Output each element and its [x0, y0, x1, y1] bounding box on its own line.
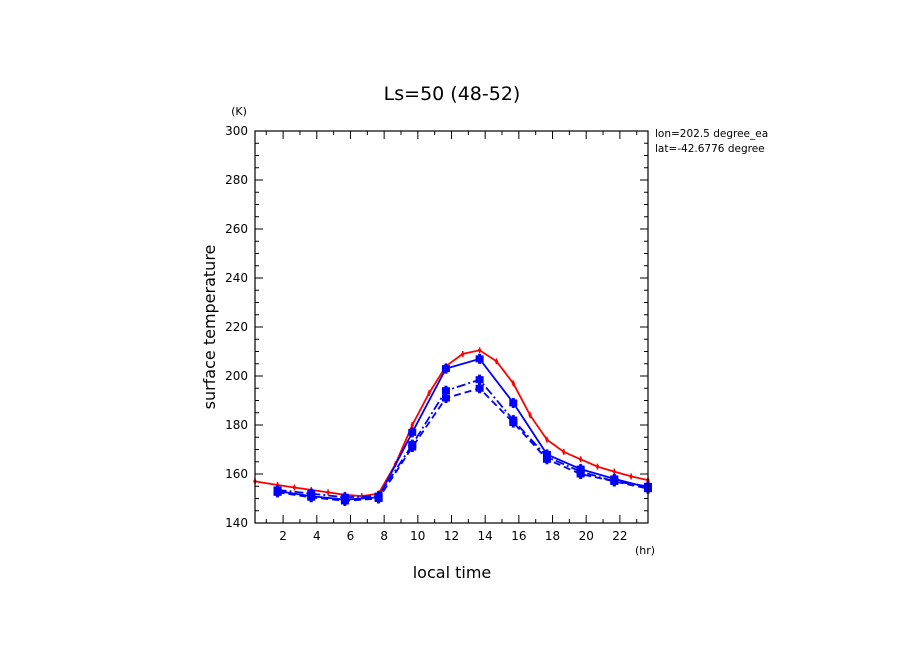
series-0-point: [511, 381, 515, 385]
series-1-line: [277, 357, 649, 501]
series-3-point: [509, 419, 518, 427]
y-tick-label: 140: [225, 516, 248, 530]
series-3-point: [542, 455, 551, 463]
series-3-point: [374, 495, 383, 502]
x-tick-label: 18: [545, 529, 560, 543]
series-2-point: [475, 376, 484, 384]
series-3-point: [307, 493, 316, 501]
series-3-line: [277, 387, 649, 502]
y-tick-label: 260: [225, 222, 248, 236]
x-axis-label: local time: [413, 563, 492, 582]
series-3-point: [576, 470, 585, 478]
x-tick-label: 8: [380, 529, 388, 543]
series-0-point: [545, 438, 549, 442]
series-0-point: [595, 465, 600, 469]
series-0-point: [528, 413, 532, 417]
series-0-point: [612, 469, 616, 474]
y-tick-label: 180: [225, 418, 248, 432]
axis-ticks: 140 160 180 200 220 240 260 280 300 2 4 6 8 10 12 14 16 1…: [225, 124, 648, 543]
series-0-point: [410, 423, 414, 427]
series-0-line: [254, 349, 649, 498]
x-tick-label: 4: [313, 529, 321, 543]
x-tick-label: 14: [478, 529, 493, 543]
y-tick-label: 220: [225, 320, 248, 334]
series-0-point: [292, 485, 297, 490]
x-tick-label: 10: [410, 529, 425, 543]
y-axis-unit: (K): [231, 105, 247, 118]
series-0-point: [629, 474, 633, 479]
y-tick-label: 160: [225, 467, 248, 481]
x-tick-label: 22: [612, 529, 627, 543]
plot-frame: [254, 130, 649, 524]
y-tick-label: 200: [225, 369, 248, 383]
x-tick-label: 16: [511, 529, 526, 543]
y-tick-label: 240: [225, 271, 248, 285]
annotation-lon: lon=202.5 degree_ea: [655, 128, 768, 140]
x-tick-label: 12: [444, 529, 459, 543]
series-1-point: [441, 365, 450, 373]
y-tick-label: 280: [225, 173, 248, 187]
series-0-point: [494, 359, 499, 363]
series-0-point: [579, 457, 583, 461]
series-3-point: [610, 477, 619, 485]
series-0-point: [427, 391, 431, 395]
series-3-point: [273, 488, 282, 496]
series-1-point: [408, 428, 417, 436]
chart-title: Ls=50 (48-52): [384, 83, 521, 105]
series-0-point: [562, 450, 566, 454]
annotation-lat: lat=-42.6776 degree: [655, 143, 765, 155]
x-tick-label: 2: [279, 529, 287, 543]
series-2-line: [277, 378, 649, 499]
y-axis-label: surface temperature: [200, 245, 219, 410]
series-3-point: [441, 394, 450, 402]
series-2-point: [441, 387, 450, 395]
x-axis-unit: (hr): [635, 544, 655, 557]
series-3-point: [408, 443, 417, 451]
y-tick-label: 300: [225, 124, 248, 138]
series-3-point: [475, 384, 484, 392]
series-0-point: [461, 352, 465, 356]
x-tick-label: 6: [347, 529, 355, 543]
x-tick-label: 20: [579, 529, 594, 543]
series-3-point: [340, 497, 349, 505]
series-layer: [253, 347, 652, 506]
series-0-point: [478, 348, 482, 352]
series-1-point: [509, 399, 518, 407]
series-0-point: [326, 490, 330, 494]
series-1-point: [475, 355, 484, 363]
